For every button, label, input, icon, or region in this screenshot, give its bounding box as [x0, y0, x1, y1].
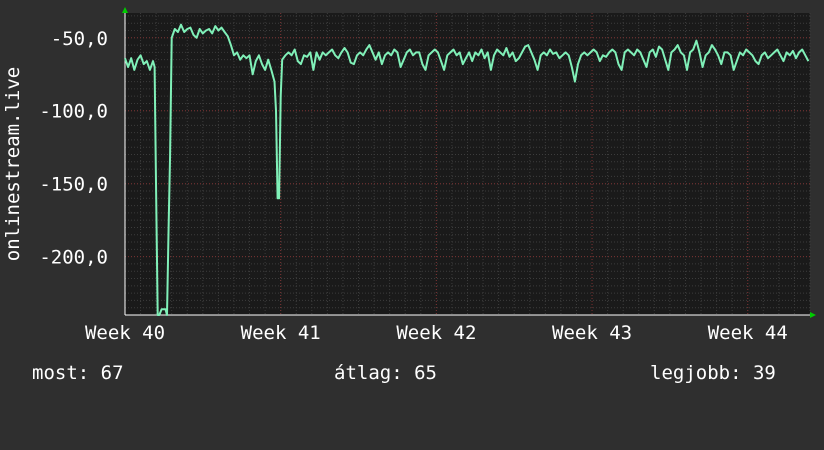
y-axis-title: onlinestream.live [2, 67, 24, 261]
average-value: átlag: 65 [334, 362, 437, 384]
x-tick-label: Week 41 [241, 322, 321, 344]
footer-stats: most: 67 átlag: 65 legjobb: 39 [0, 362, 824, 390]
y-ticks: -50,0 -100,0 -150,0 -200,0 [39, 28, 108, 269]
best-value: legjobb: 39 [650, 362, 776, 384]
y-tick-label: -200,0 [39, 247, 108, 269]
x-tick-label: Week 40 [85, 322, 165, 344]
series-line [124, 23, 810, 316]
chart: -50,0-100,0-150,0-200,0 Week 40 Week 41 We… [2, 7, 816, 344]
axes [122, 7, 816, 318]
current-value: most: 67 [32, 362, 124, 384]
x-ticks: Week 40 Week 41 Week 42 Week 43 Week 44 [85, 322, 788, 344]
x-tick-label: Week 43 [552, 322, 632, 344]
y-tick-label: -100,0 [39, 101, 108, 123]
y-axis-arrow [122, 7, 128, 13]
x-axis-arrow [810, 312, 816, 318]
x-tick-label: Week 44 [708, 322, 788, 344]
y-tick-label: -50,0 [51, 28, 108, 50]
x-tick-label: Week 42 [396, 322, 476, 344]
y-tick-label: -150,0 [39, 174, 108, 196]
